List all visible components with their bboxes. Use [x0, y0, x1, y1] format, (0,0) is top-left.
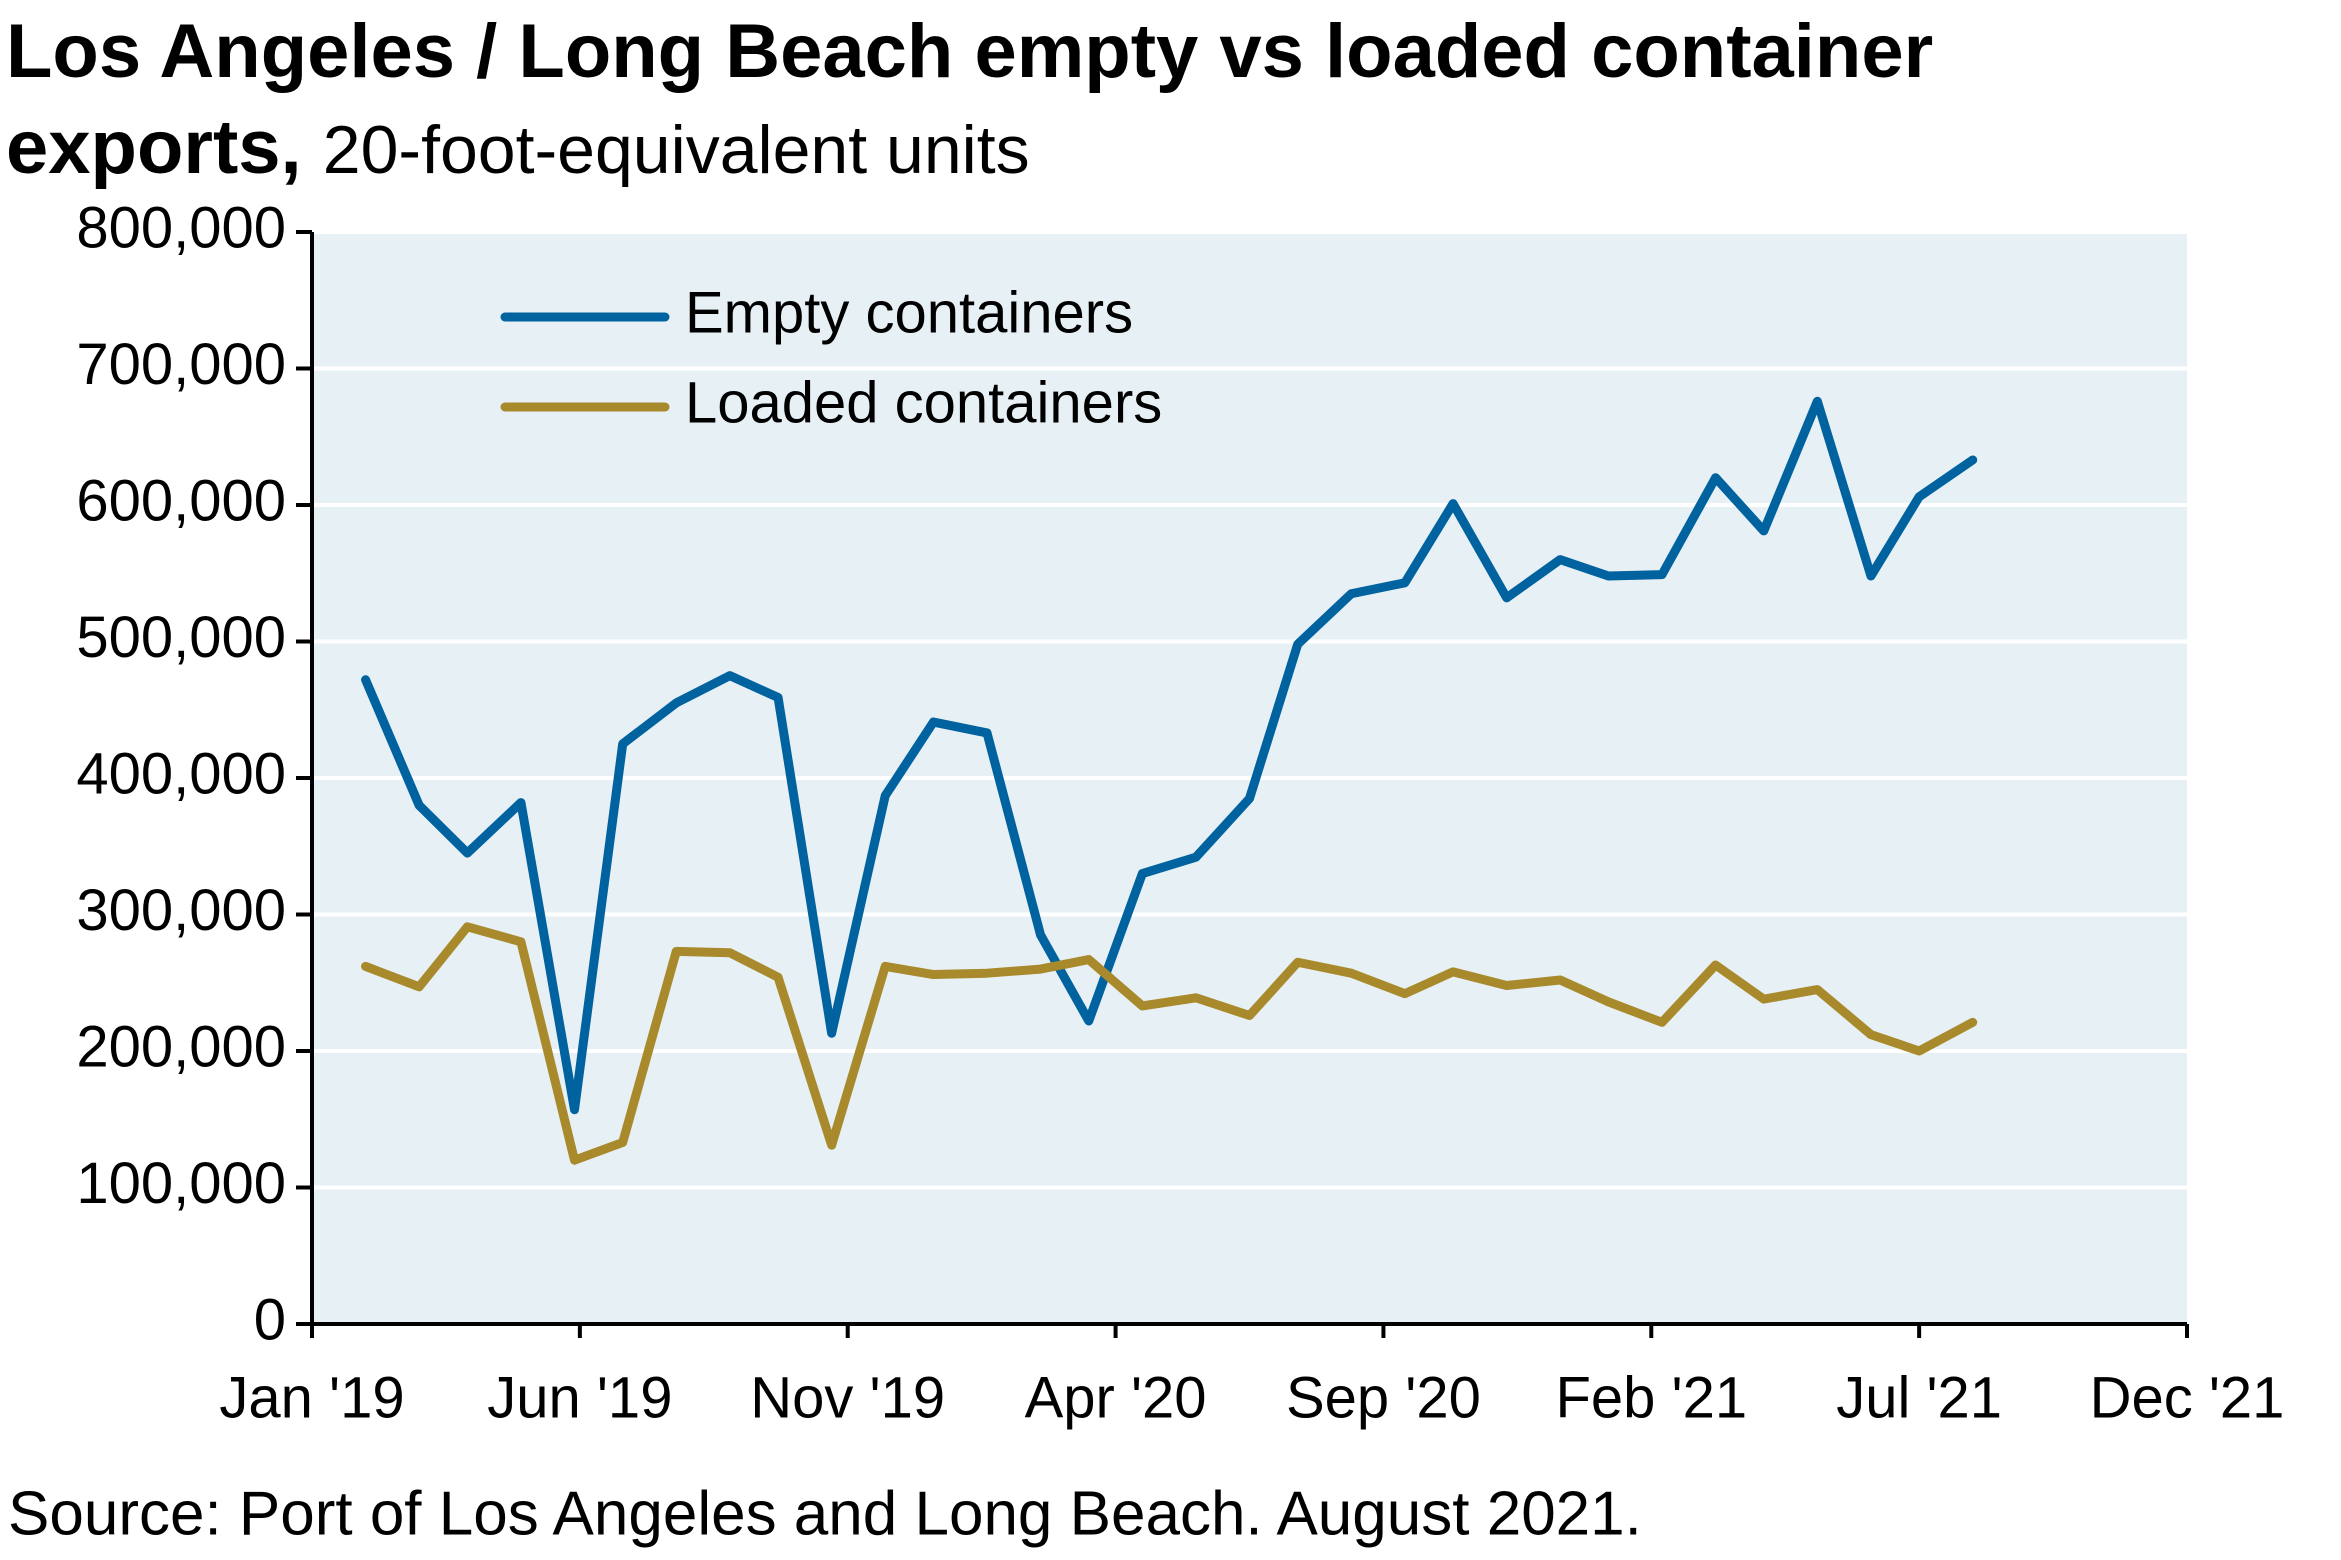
- y-tick-label: 700,000: [76, 332, 286, 397]
- x-tick-label: Apr '20: [1025, 1365, 1207, 1430]
- y-tick-label: 500,000: [76, 605, 286, 670]
- x-tick-label: Sep '20: [1286, 1365, 1481, 1430]
- x-tick-label: Jul '21: [1836, 1365, 2002, 1430]
- chart-title: Los Angeles / Long Beach empty vs loaded…: [6, 9, 1934, 190]
- chart-subtitle: 20-foot-equivalent units: [322, 112, 1030, 188]
- y-tick-label: 600,000: [76, 468, 286, 533]
- data-line: [361, 396, 1978, 1115]
- y-tick-label: 0: [254, 1287, 286, 1352]
- data-line: [361, 922, 1978, 1165]
- legend-label: Loaded containers: [685, 370, 1162, 435]
- y-tick-label: 300,000: [76, 878, 286, 943]
- y-tick-label: 100,000: [76, 1151, 286, 1216]
- y-tick-label: 200,000: [76, 1014, 286, 1079]
- x-tick-label: Feb '21: [1555, 1365, 1747, 1430]
- source-note: Source: Port of Los Angeles and Long Bea…: [8, 1479, 1642, 1548]
- legend-label: Empty containers: [685, 280, 1133, 345]
- x-tick-label: Jun '19: [487, 1365, 672, 1430]
- x-tick-label: Jan '19: [219, 1365, 404, 1430]
- chart-heading: Los Angeles / Long Beach empty vs loaded…: [6, 4, 2166, 198]
- y-tick-label: 800,000: [76, 195, 286, 260]
- x-tick-label: Dec '21: [2090, 1365, 2285, 1430]
- y-tick-label: 400,000: [76, 741, 286, 806]
- x-tick-label: Nov '19: [750, 1365, 945, 1430]
